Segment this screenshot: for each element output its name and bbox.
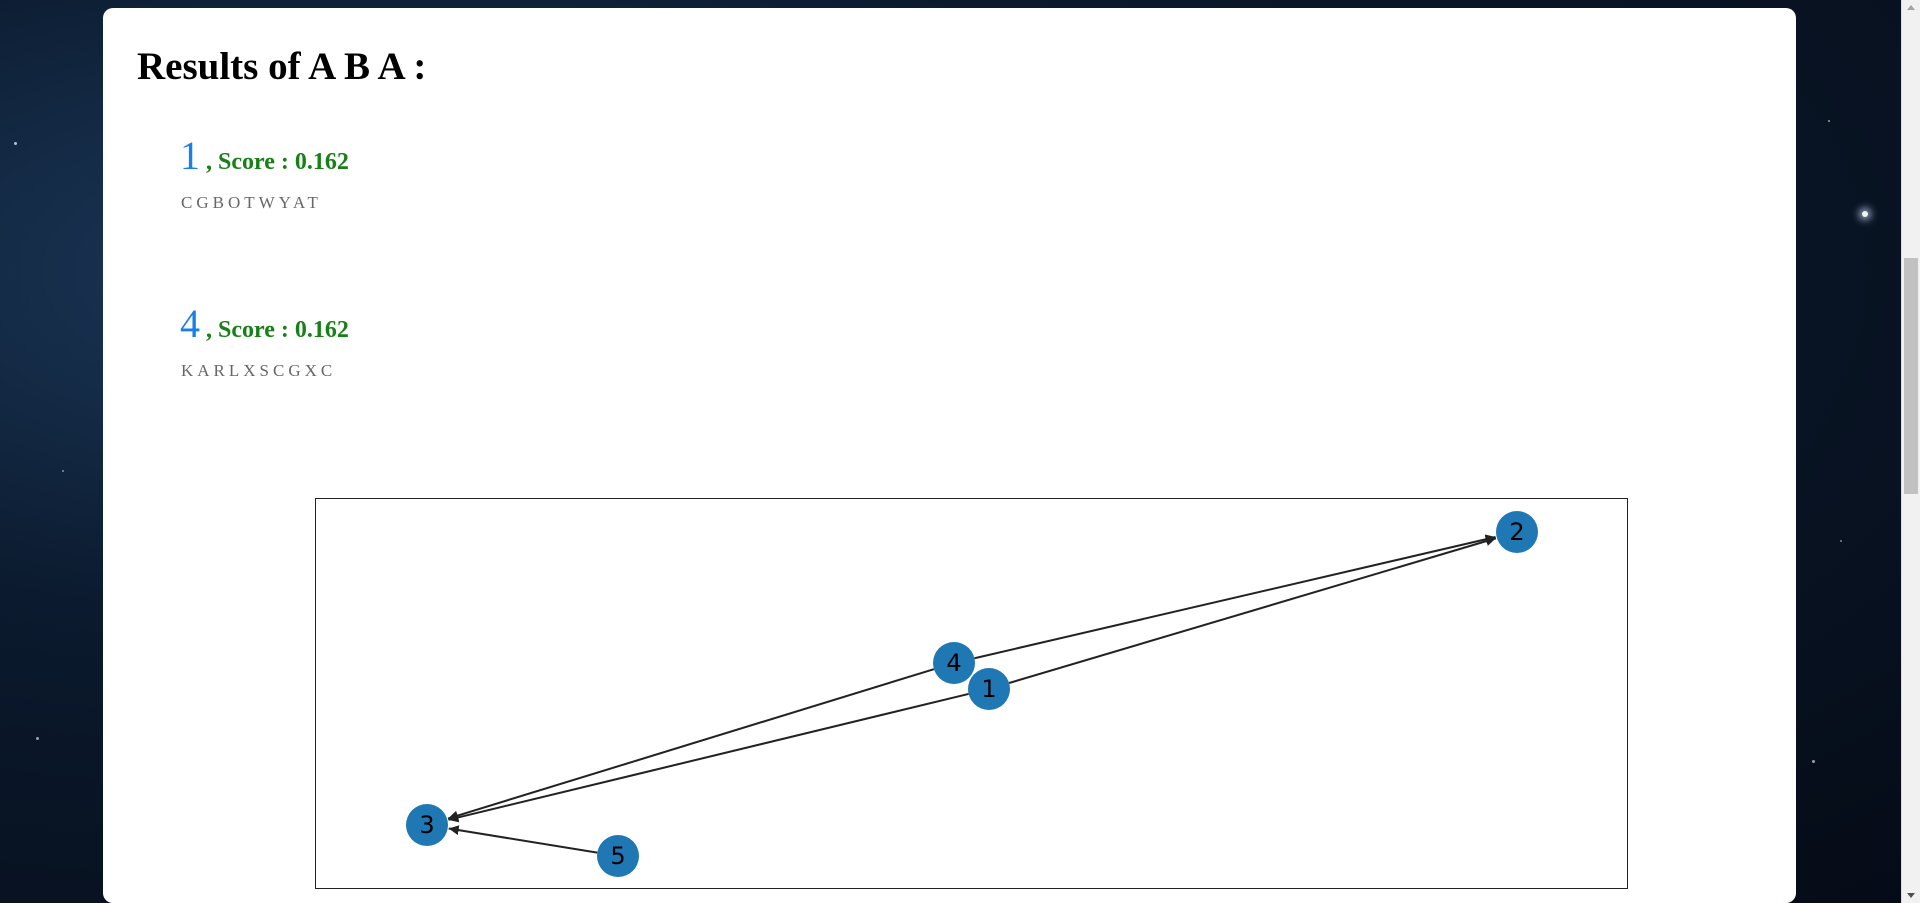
graph-node-label: 3: [419, 811, 434, 839]
graph-edge-1-2: [1008, 536, 1497, 684]
graph-node-circle: [597, 835, 639, 877]
vertical-scrollbar[interactable]: [1901, 0, 1920, 903]
graph-node-circle: [933, 642, 975, 684]
star: [1828, 120, 1830, 122]
page-title: Results of A B A :: [137, 45, 427, 88]
graph-node-circle: [968, 668, 1010, 710]
graph-node-2: 2: [1496, 511, 1538, 553]
result-rank: 4: [180, 301, 200, 346]
star: [14, 142, 17, 145]
graph-edge-4-3: [447, 668, 935, 821]
result-header: 4, Score : 0.162: [180, 300, 349, 347]
scroll-up-arrow-icon[interactable]: [1907, 5, 1915, 10]
graph-edge-5-3: [448, 825, 598, 854]
star: [62, 470, 64, 472]
graph-canvas: 1 2 3 4 5: [406, 511, 1538, 877]
result-score: , Score : 0.162: [206, 149, 349, 175]
graph-node-3: 3: [406, 804, 448, 846]
scrollbar-thumb[interactable]: [1904, 258, 1918, 494]
results-panel: Results of A B A : 1, Score : 0.162 CGBO…: [103, 8, 1796, 903]
result-score: , Score : 0.162: [206, 317, 349, 343]
graph-node-label: 1: [981, 675, 996, 703]
star: [1840, 540, 1842, 542]
star: [1812, 760, 1815, 763]
result-sequence: KARLXSCGXC: [181, 361, 337, 380]
star: [36, 737, 39, 740]
graph-edge-1-3: [448, 692, 969, 823]
graph-edges: [447, 534, 1497, 854]
result-rank: 1: [180, 133, 200, 178]
graph-node-label: 5: [610, 842, 625, 870]
graph-node-label: 4: [946, 649, 961, 677]
graph-node-circle: [1496, 511, 1538, 553]
graph-edge-4-2: [974, 534, 1496, 660]
graph-node-1: 1: [968, 668, 1010, 710]
result-sequence: CGBOTWYAT: [181, 193, 322, 212]
star: [1862, 211, 1868, 217]
graph-node-label: 2: [1509, 518, 1524, 546]
graph-node-5: 5: [597, 835, 639, 877]
scroll-down-arrow-icon[interactable]: [1907, 893, 1915, 898]
result-item: 4, Score : 0.162 KARLXSCGXC: [180, 300, 349, 381]
graph-figure: 1 2 3 4 5: [315, 498, 1628, 889]
graph-node-circle: [406, 804, 448, 846]
graph-nodes: 1 2 3 4 5: [406, 511, 1538, 877]
result-header: 1, Score : 0.162: [180, 132, 349, 179]
graph-node-4: 4: [933, 642, 975, 684]
result-item: 1, Score : 0.162 CGBOTWYAT: [180, 132, 349, 213]
